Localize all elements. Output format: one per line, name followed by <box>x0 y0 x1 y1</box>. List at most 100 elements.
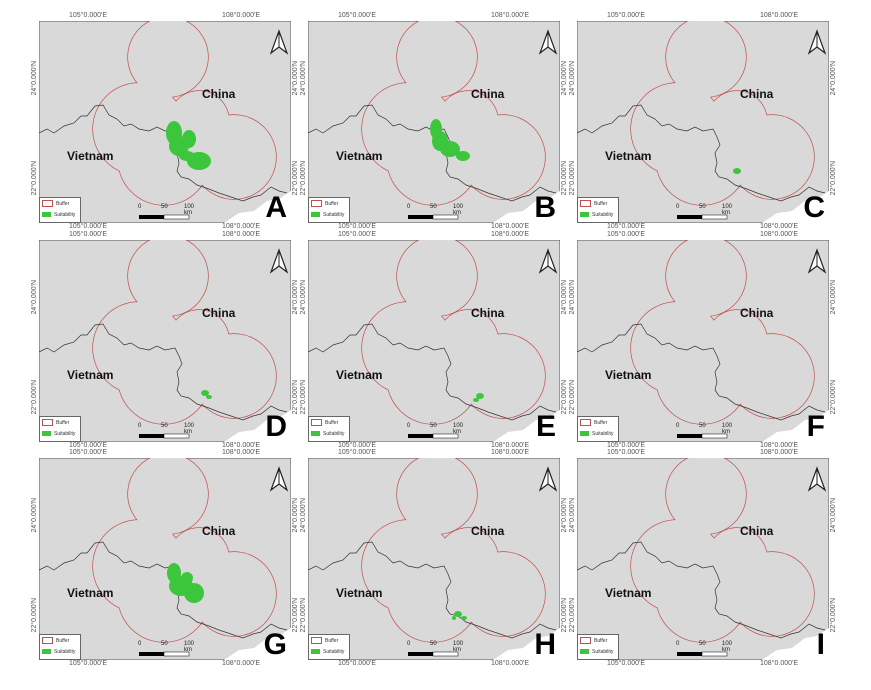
legend: Buffer Suitability <box>577 634 619 660</box>
lat-label-right-2: 22°0.000'N <box>561 380 568 415</box>
vietnam-label: Vietnam <box>336 149 383 163</box>
suitability-patch <box>440 141 460 157</box>
suitability-patch <box>456 151 470 161</box>
lon-label-top-2: 108°0.000'E <box>491 449 530 456</box>
scale-0: 0 <box>676 641 680 647</box>
china-label: China <box>202 87 236 101</box>
lon-label-top-1: 105°0.000'E <box>607 12 646 19</box>
lat-label-right-2: 22°0.000'N <box>830 598 837 633</box>
vietnam-label: Vietnam <box>605 586 652 600</box>
lon-label-top-2: 108°0.000'E <box>222 231 261 238</box>
suitability-swatch <box>311 649 320 654</box>
legend: Buffer Suitability <box>308 416 350 442</box>
lat-label-left-2: 22°0.000'N <box>300 598 307 633</box>
china-label: China <box>202 306 236 320</box>
lat-label-left-1: 24°0.000'N <box>31 61 38 96</box>
suitability-patch <box>454 611 462 617</box>
lat-label-left-1: 24°0.000'N <box>300 498 307 533</box>
north-arrow-icon <box>269 29 289 55</box>
legend: Buffer Suitability <box>39 416 81 442</box>
legend-buffer: Buffer <box>325 200 339 207</box>
suitability-swatch <box>42 431 51 436</box>
buffer-swatch <box>42 637 53 644</box>
scale-50: 50 <box>699 204 706 210</box>
lon-label-bottom-2: 108°0.000'E <box>760 223 799 230</box>
legend-buffer: Buffer <box>56 419 70 426</box>
lon-label-top-2: 108°0.000'E <box>760 12 799 19</box>
panel-letter: F <box>806 410 825 443</box>
map-panel-f: China Vietnam 0 50 100 km Buffer Suitabi… <box>569 231 837 449</box>
map <box>577 21 829 223</box>
lat-label-left-1: 24°0.000'N <box>31 498 38 533</box>
lon-label-bottom-2: 108°0.000'E <box>491 223 530 230</box>
map-panel-a: China Vietnam 0 50 100 km Buffer Suitabi… <box>31 12 299 230</box>
scale-labels: 0 50 100 km <box>138 204 199 220</box>
china-label: China <box>740 87 774 101</box>
scale-labels: 0 50 100 km <box>676 641 737 657</box>
lon-label-bottom-1: 105°0.000'E <box>607 223 646 230</box>
map <box>39 240 291 442</box>
legend: Buffer Suitability <box>577 197 619 223</box>
scale-0: 0 <box>138 641 142 647</box>
scale-100: 100 km <box>184 641 195 653</box>
scale-bar <box>139 651 190 657</box>
map-panel-d: China Vietnam 0 50 100 km Buffer Suitabi… <box>31 231 299 449</box>
lat-label-right-2: 22°0.000'N <box>830 380 837 415</box>
map-panel-h: China Vietnam 0 50 100 km Buffer Suitabi… <box>300 449 568 667</box>
suitability-patch <box>461 616 467 620</box>
legend-buffer: Buffer <box>56 637 70 644</box>
buffer-outline <box>92 240 277 425</box>
suitability-patch <box>476 393 484 399</box>
panel-letter: B <box>534 191 556 224</box>
suitability-patch <box>179 151 195 161</box>
coast-sea <box>493 410 560 442</box>
suitability-patch <box>473 398 479 402</box>
scale-labels: 0 50 100 km <box>407 204 468 220</box>
coast-sea <box>762 628 829 660</box>
lat-label-right-1: 24°0.000'N <box>561 61 568 96</box>
panel-letter: C <box>803 191 825 224</box>
lon-label-top-2: 108°0.000'E <box>760 449 799 456</box>
lon-label-bottom-1: 105°0.000'E <box>338 660 377 667</box>
north-arrow-icon <box>269 466 289 492</box>
scale-50: 50 <box>161 423 168 429</box>
lon-label-bottom-2: 108°0.000'E <box>760 442 799 449</box>
vietnam-label: Vietnam <box>336 586 383 600</box>
buffer-swatch <box>580 419 591 426</box>
lon-label-top-1: 105°0.000'E <box>69 231 108 238</box>
lat-label-left-2: 22°0.000'N <box>569 598 576 633</box>
lon-label-bottom-1: 105°0.000'E <box>338 223 377 230</box>
legend: Buffer Suitability <box>308 634 350 660</box>
lat-label-right-1: 24°0.000'N <box>830 498 837 533</box>
lon-label-top-1: 105°0.000'E <box>338 449 377 456</box>
lat-label-right-2: 22°0.000'N <box>292 161 299 196</box>
lon-label-bottom-2: 108°0.000'E <box>222 660 261 667</box>
suitability-swatch <box>42 212 51 217</box>
coast-sea <box>224 191 291 223</box>
buffer-outline <box>92 21 277 206</box>
scale-bar <box>408 433 459 439</box>
legend-buffer: Buffer <box>594 637 608 644</box>
north-arrow-icon <box>807 248 827 274</box>
map <box>577 240 829 442</box>
scale-0: 0 <box>676 204 680 210</box>
legend: Buffer Suitability <box>39 634 81 660</box>
lat-label-right-1: 24°0.000'N <box>292 498 299 533</box>
scale-labels: 0 50 100 km <box>676 204 737 220</box>
suitability-patch <box>201 390 209 396</box>
suitability-patch <box>181 572 193 584</box>
lon-label-top-2: 108°0.000'E <box>491 231 530 238</box>
buffer-outline <box>630 21 815 206</box>
legend: Buffer Suitability <box>577 416 619 442</box>
suitability-patch <box>184 583 204 603</box>
china-label: China <box>740 306 774 320</box>
vietnam-label: Vietnam <box>67 586 114 600</box>
lat-label-left-2: 22°0.000'N <box>31 161 38 196</box>
lat-label-left-1: 24°0.000'N <box>300 280 307 315</box>
scale-50: 50 <box>430 204 437 210</box>
lat-label-right-1: 24°0.000'N <box>830 61 837 96</box>
panel-letter: D <box>265 410 287 443</box>
vietnam-label: Vietnam <box>67 368 114 382</box>
buffer-swatch <box>42 419 53 426</box>
lat-label-right-1: 24°0.000'N <box>830 280 837 315</box>
